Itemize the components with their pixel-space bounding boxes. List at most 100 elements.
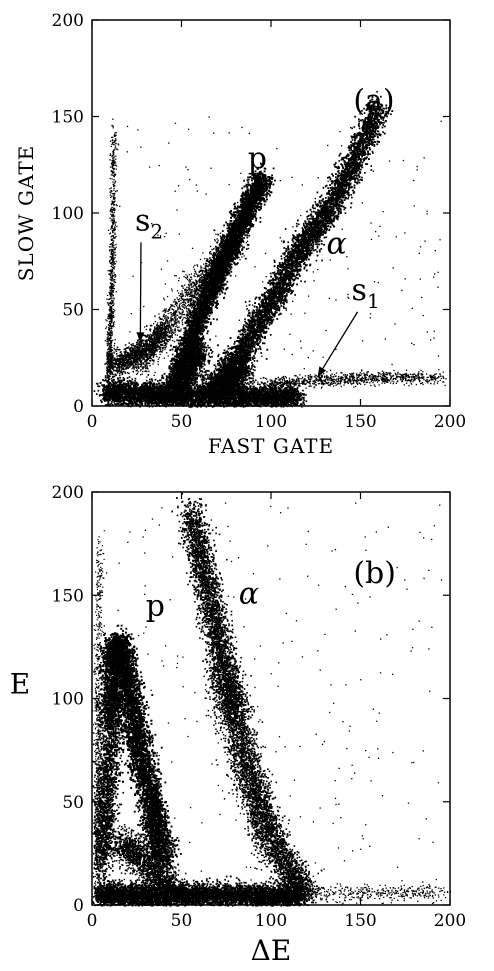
data-point: [143, 399, 146, 402]
data-point: [284, 398, 287, 400]
data-point: [159, 379, 161, 382]
data-point: [222, 404, 225, 407]
data-point: [132, 403, 134, 405]
data-point: [199, 403, 202, 406]
data-point: [278, 402, 281, 405]
data-point: [272, 383, 275, 385]
data-point: [270, 402, 273, 404]
data-point: [211, 399, 214, 402]
data-point: [150, 394, 153, 396]
data-point: [129, 384, 132, 387]
data-point: [141, 395, 143, 398]
data-point: [234, 403, 237, 406]
data-point: [262, 376, 265, 379]
data-point: [251, 388, 254, 391]
data-point: [281, 399, 284, 401]
data-point: [160, 385, 162, 388]
data-point: [147, 398, 149, 401]
data-point: [274, 389, 276, 392]
data-point: [305, 394, 307, 396]
data-point: [269, 405, 272, 408]
data-point: [249, 388, 252, 391]
data-point: [190, 406, 193, 408]
data-point: [267, 398, 270, 400]
data-point: [282, 405, 285, 408]
data-point: [172, 404, 175, 406]
data-point: [249, 387, 252, 389]
data-point: [202, 401, 205, 404]
data-point: [261, 387, 264, 390]
x-tick-label: 200: [434, 412, 466, 432]
data-point: [150, 388, 153, 391]
data-point: [256, 400, 259, 402]
data-point: [219, 405, 222, 408]
data-point: [102, 385, 104, 388]
data-point: [119, 398, 122, 400]
data-point: [191, 396, 193, 398]
x-tick-label: 50: [171, 412, 193, 432]
data-point: [246, 401, 249, 404]
data-point: [247, 405, 250, 407]
data-point: [289, 394, 292, 397]
data-point: [130, 391, 132, 394]
data-point: [160, 390, 163, 393]
data-point: [155, 405, 157, 407]
data-point: [164, 400, 166, 402]
data-point: [275, 403, 278, 406]
data-point: [126, 392, 129, 394]
data-point: [248, 383, 250, 386]
data-point: [134, 377, 137, 380]
data-point: [287, 397, 289, 400]
data-point: [114, 403, 116, 405]
data-point: [281, 401, 283, 404]
data-point: [245, 397, 248, 400]
data-point: [168, 403, 171, 405]
data-point: [157, 380, 159, 382]
data-point: [286, 392, 289, 395]
data-point: [202, 384, 204, 386]
data-point: [263, 393, 266, 395]
data-point: [195, 405, 198, 408]
data-point: [293, 393, 296, 395]
data-point: [139, 391, 142, 394]
data-point: [222, 401, 224, 404]
data-point: [147, 390, 149, 392]
data-point: [258, 405, 261, 408]
data-point: [282, 404, 285, 406]
data-point: [248, 401, 251, 404]
data-point: [104, 386, 107, 388]
data-point: [102, 390, 104, 392]
data-point: [230, 387, 233, 390]
data-point: [252, 390, 254, 393]
data-point: [240, 405, 242, 408]
data-point: [127, 404, 130, 407]
data-point: [290, 392, 293, 395]
data-point: [173, 401, 176, 403]
data-point: [131, 393, 134, 396]
data-point: [244, 381, 247, 384]
data-point: [194, 392, 197, 395]
data-point: [274, 402, 276, 404]
data-point: [254, 389, 256, 392]
data-point: [144, 392, 147, 394]
data-point: [228, 405, 230, 407]
data-point: [302, 398, 305, 400]
data-point: [141, 402, 143, 405]
data-point: [121, 385, 124, 388]
data-point: [144, 398, 146, 400]
data-point: [122, 404, 124, 406]
data-point: [254, 393, 257, 396]
data-point: [136, 382, 138, 384]
data-point: [235, 403, 238, 406]
data-point: [113, 394, 116, 397]
data-point: [199, 401, 202, 404]
data-point: [259, 396, 261, 399]
data-point: [120, 379, 122, 382]
data-point: [138, 402, 141, 404]
data-point: [296, 387, 299, 390]
data-point: [121, 379, 124, 382]
data-point: [192, 391, 195, 394]
data-point: [163, 393, 166, 396]
data-point: [130, 383, 133, 386]
data-point: [275, 384, 277, 387]
